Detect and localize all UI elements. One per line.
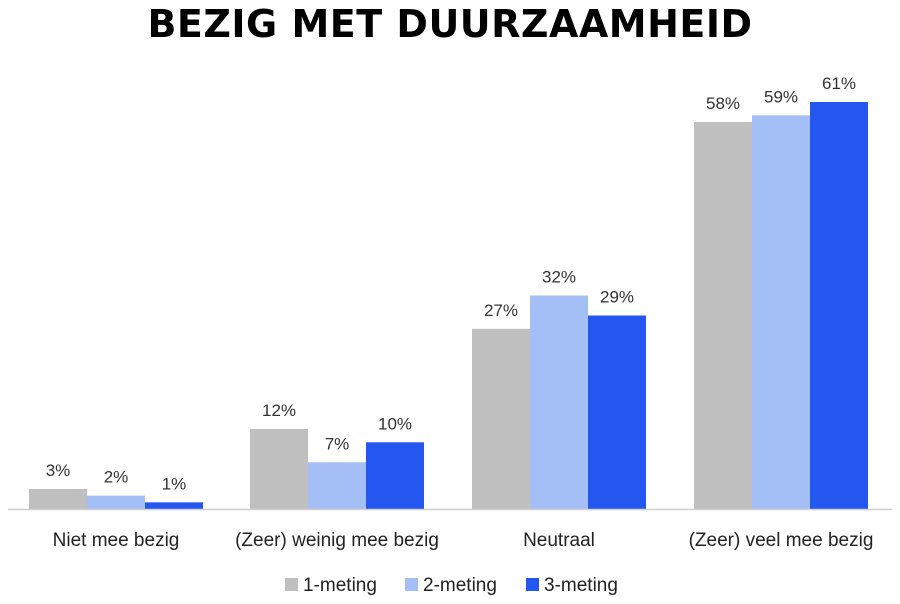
bar	[87, 495, 145, 509]
data-label: 12%	[262, 401, 296, 420]
bar	[472, 328, 530, 509]
legend-swatch	[405, 578, 418, 591]
category-label: (Zeer) weinig mee bezig	[235, 530, 439, 551]
legend-label: 2-meting	[423, 575, 497, 596]
bar	[29, 488, 87, 509]
data-label: 59%	[764, 87, 798, 106]
bar	[366, 442, 424, 509]
data-label: 10%	[378, 414, 412, 433]
category-labels-group: Niet mee bezig (Zeer) weinig mee bezig Neu…	[53, 530, 874, 551]
bars-group	[29, 102, 868, 510]
data-label: 27%	[484, 301, 518, 320]
legend: 1-meting 2-meting 3-meting	[285, 575, 618, 596]
bar	[810, 102, 868, 509]
bar	[308, 462, 366, 509]
bar	[752, 115, 810, 509]
legend-swatch	[526, 578, 539, 591]
chart-title: BEZIG MET DUURZAAMHEID	[147, 2, 753, 46]
category-label: Niet mee bezig	[53, 530, 180, 551]
category-label: (Zeer) veel mee bezig	[689, 530, 874, 551]
data-label: 61%	[822, 74, 856, 93]
bar	[530, 295, 588, 509]
legend-label: 1-meting	[303, 575, 377, 596]
data-label: 1%	[162, 474, 187, 493]
data-label: 32%	[542, 267, 576, 286]
data-label: 3%	[46, 461, 71, 480]
legend-label: 3-meting	[544, 575, 618, 596]
data-label: 2%	[104, 468, 129, 487]
bar	[250, 428, 308, 509]
value-labels-group: 3% 2% 1% 12% 7% 10% 27% 32% 29% 58% 59% 61%	[46, 74, 856, 493]
bar	[145, 502, 203, 509]
legend-swatch	[285, 578, 298, 591]
data-label: 58%	[706, 94, 740, 113]
data-label: 7%	[325, 434, 350, 453]
bar	[588, 315, 646, 509]
data-label: 29%	[600, 288, 634, 307]
bar	[694, 122, 752, 510]
category-label: Neutraal	[523, 530, 595, 551]
